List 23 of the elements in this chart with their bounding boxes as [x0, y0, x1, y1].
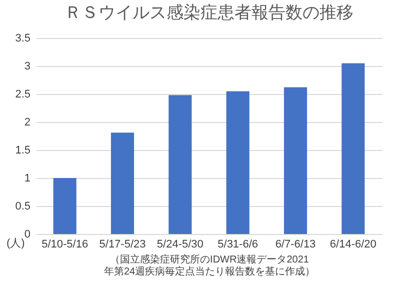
chart-title: ＲＳウイルス感染症患者報告数の推移 [64, 3, 354, 22]
y-tick-label: 1.5 [15, 144, 30, 156]
bar [284, 87, 308, 234]
y-tick-label: 3.5 [15, 32, 30, 44]
y-tick-label: 3 [24, 60, 30, 72]
y-tick-label: 0.5 [15, 200, 30, 212]
x-tick-label: 5/10-5/16 [42, 238, 88, 250]
bar [53, 178, 76, 234]
y-tick-label: 0 [24, 228, 30, 240]
x-tick-label: 5/24-5/30 [156, 238, 204, 250]
x-tick-label: 6/14-6/20 [330, 238, 376, 250]
bar [110, 132, 134, 234]
bar [342, 63, 365, 234]
x-tick-label: 6/7-6/13 [275, 238, 316, 250]
y-axis-title: (人) [6, 238, 25, 250]
y-tick-label: 1 [24, 172, 30, 184]
y-tick-label: 2 [24, 116, 30, 128]
x-tick-label: 5/31-6/6 [218, 238, 258, 250]
x-tick-label: 5/17-5/23 [99, 238, 146, 250]
bar [226, 91, 250, 234]
y-tick-label: 2.5 [15, 88, 30, 100]
bar [168, 95, 192, 234]
text: （国立感染症研究所のIDWR速報データ2021年第24週疾病毎定点当たり報告数を基に作成） [104, 254, 316, 278]
